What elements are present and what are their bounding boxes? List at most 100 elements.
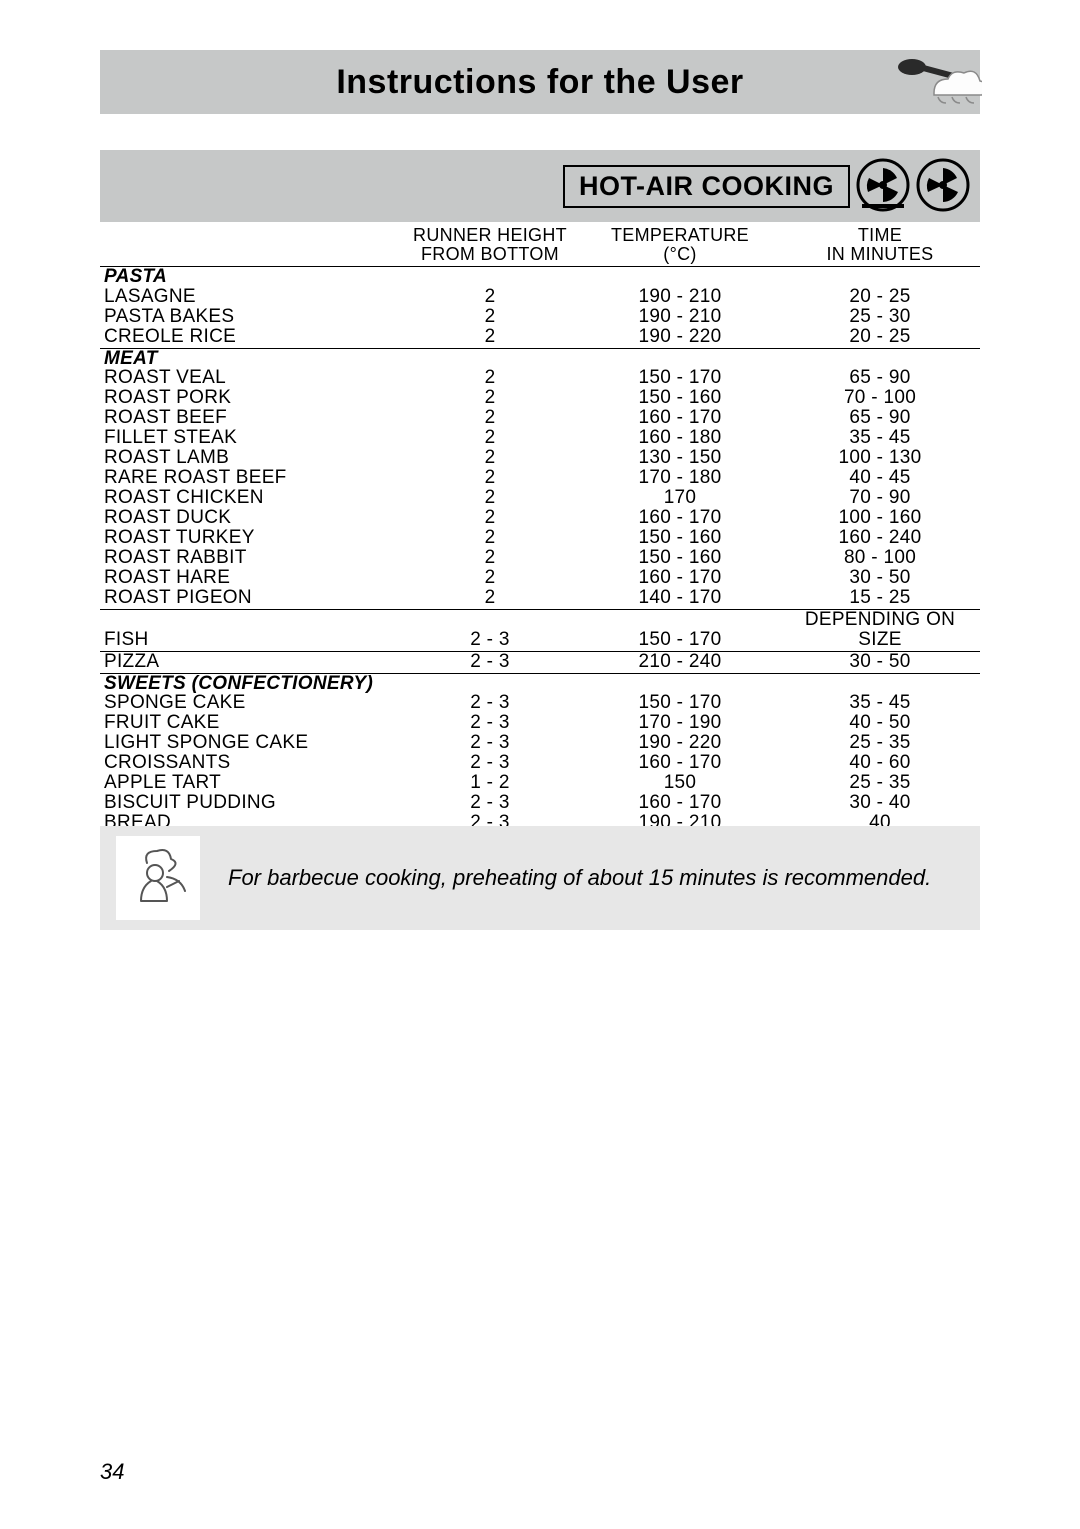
- col-header-runner: RUNNER HEIGHT FROM BOTTOM: [400, 226, 580, 266]
- page-header-icon-wrap: [892, 52, 982, 112]
- preheating-note: For barbecue cooking, preheating of abou…: [100, 826, 980, 930]
- cooking-mode-title: HOT-AIR COOKING: [563, 165, 850, 208]
- table-row: APPLE TART1 - 215025 - 35: [100, 773, 980, 793]
- cell-time: 40 - 45: [780, 468, 980, 488]
- cell-name: FILLET STEAK: [100, 428, 400, 448]
- cell-time: 40 - 60: [780, 753, 980, 773]
- table-row: ROAST HARE2160 - 17030 - 50: [100, 568, 980, 588]
- cell-runner: 2: [400, 508, 580, 528]
- cell-name: ROAST PORK: [100, 388, 400, 408]
- table-category-row: SWEETS (CONFECTIONERY): [100, 673, 980, 693]
- cell-time: 30 - 50: [780, 651, 980, 673]
- cell-time: 70 - 90: [780, 488, 980, 508]
- cell-runner: 2 - 3: [400, 609, 580, 651]
- cell-name: FISH: [100, 609, 400, 651]
- table-row: FISH2 - 3150 - 170DEPENDING ON SIZE: [100, 609, 980, 651]
- table-row: PIZZA2 - 3210 - 24030 - 50: [100, 651, 980, 673]
- cell-temp: 150 - 160: [580, 528, 780, 548]
- cell-temp: 210 - 240: [580, 651, 780, 673]
- cell-temp: 150 - 160: [580, 548, 780, 568]
- table-row: FRUIT CAKE2 - 3170 - 19040 - 50: [100, 713, 980, 733]
- cell-runner: 2: [400, 528, 580, 548]
- cell-runner: 2 - 3: [400, 793, 580, 813]
- cell-temp: 150 - 170: [580, 368, 780, 388]
- cell-temp: 150 - 160: [580, 388, 780, 408]
- cell-temp: 160 - 170: [580, 793, 780, 813]
- cell-temp: 150: [580, 773, 780, 793]
- cell-temp: 170: [580, 488, 780, 508]
- cell-runner: 2: [400, 388, 580, 408]
- cell-time: 20 - 25: [780, 327, 980, 348]
- cell-runner: 2: [400, 588, 580, 609]
- cooking-table-body: PASTALASAGNE2190 - 21020 - 25PASTA BAKES…: [100, 266, 980, 855]
- cell-temp: 160 - 170: [580, 508, 780, 528]
- cell-temp: 160 - 170: [580, 753, 780, 773]
- cell-name: LASAGNE: [100, 287, 400, 307]
- cell-temp: 160 - 180: [580, 428, 780, 448]
- table-category-label: MEAT: [100, 348, 980, 368]
- cell-time: 40 - 50: [780, 713, 980, 733]
- table-row: ROAST RABBIT2150 - 16080 - 100: [100, 548, 980, 568]
- table-row: ROAST PORK2150 - 16070 - 100: [100, 388, 980, 408]
- cell-runner: 2: [400, 287, 580, 307]
- cell-temp: 190 - 220: [580, 327, 780, 348]
- fan-oven-icon-1: [856, 158, 910, 212]
- table-row: ROAST CHICKEN217070 - 90: [100, 488, 980, 508]
- cell-time: 65 - 90: [780, 408, 980, 428]
- cell-runner: 2 - 3: [400, 651, 580, 673]
- cell-time: 20 - 25: [780, 287, 980, 307]
- spoon-chef-hat-icon: [894, 53, 982, 111]
- cell-runner: 2: [400, 307, 580, 327]
- cell-name: CREOLE RICE: [100, 327, 400, 348]
- cell-runner: 2: [400, 327, 580, 348]
- cell-time: DEPENDING ON SIZE: [780, 609, 980, 651]
- cell-name: ROAST TURKEY: [100, 528, 400, 548]
- cell-runner: 2: [400, 468, 580, 488]
- cell-name: ROAST DUCK: [100, 508, 400, 528]
- cell-name: ROAST HARE: [100, 568, 400, 588]
- table-category-row: MEAT: [100, 348, 980, 368]
- col-header-time-l2: IN MINUTES: [784, 245, 976, 264]
- cell-temp: 160 - 170: [580, 408, 780, 428]
- cell-time: 15 - 25: [780, 588, 980, 609]
- col-header-temp-l1: TEMPERATURE: [611, 225, 749, 245]
- cell-name: ROAST CHICKEN: [100, 488, 400, 508]
- table-row: ROAST TURKEY2150 - 160160 - 240: [100, 528, 980, 548]
- table-row: BISCUIT PUDDING2 - 3160 - 17030 - 40: [100, 793, 980, 813]
- cell-name: ROAST RABBIT: [100, 548, 400, 568]
- cell-name: LIGHT SPONGE CAKE: [100, 733, 400, 753]
- cell-runner: 2 - 3: [400, 753, 580, 773]
- table-row: LASAGNE2190 - 21020 - 25: [100, 287, 980, 307]
- fan-oven-icon-2: [916, 158, 970, 212]
- cell-runner: 2: [400, 368, 580, 388]
- cell-time: 100 - 160: [780, 508, 980, 528]
- cell-runner: 2 - 3: [400, 713, 580, 733]
- cell-time: 30 - 50: [780, 568, 980, 588]
- cell-name: CROISSANTS: [100, 753, 400, 773]
- cell-temp: 170 - 190: [580, 713, 780, 733]
- cell-name: SPONGE CAKE: [100, 693, 400, 713]
- cooking-mode-band: HOT-AIR COOKING: [100, 150, 980, 222]
- cell-temp: 190 - 210: [580, 287, 780, 307]
- table-row: ROAST VEAL2150 - 17065 - 90: [100, 368, 980, 388]
- cell-time: 70 - 100: [780, 388, 980, 408]
- col-header-runner-l1: RUNNER HEIGHT: [413, 225, 567, 245]
- page-header-band: Instructions for the User: [100, 50, 980, 114]
- cell-runner: 2 - 3: [400, 733, 580, 753]
- col-header-temp-l2: (°C): [584, 245, 776, 264]
- col-header-temp: TEMPERATURE (°C): [580, 226, 780, 266]
- cell-runner: 2: [400, 408, 580, 428]
- cell-name: ROAST VEAL: [100, 368, 400, 388]
- table-category-label: SWEETS (CONFECTIONERY): [100, 673, 980, 693]
- table-row: PASTA BAKES2190 - 21025 - 30: [100, 307, 980, 327]
- cell-time: 160 - 240: [780, 528, 980, 548]
- cell-time: 25 - 35: [780, 773, 980, 793]
- cell-temp: 130 - 150: [580, 448, 780, 468]
- table-row: ROAST PIGEON2140 - 17015 - 25: [100, 588, 980, 609]
- cell-name: ROAST PIGEON: [100, 588, 400, 609]
- col-header-name: [100, 226, 400, 266]
- cell-name: ROAST BEEF: [100, 408, 400, 428]
- cooking-table-header: RUNNER HEIGHT FROM BOTTOM TEMPERATURE (°…: [100, 226, 980, 266]
- preheating-note-icon-cell: [116, 836, 200, 920]
- cell-time: 25 - 30: [780, 307, 980, 327]
